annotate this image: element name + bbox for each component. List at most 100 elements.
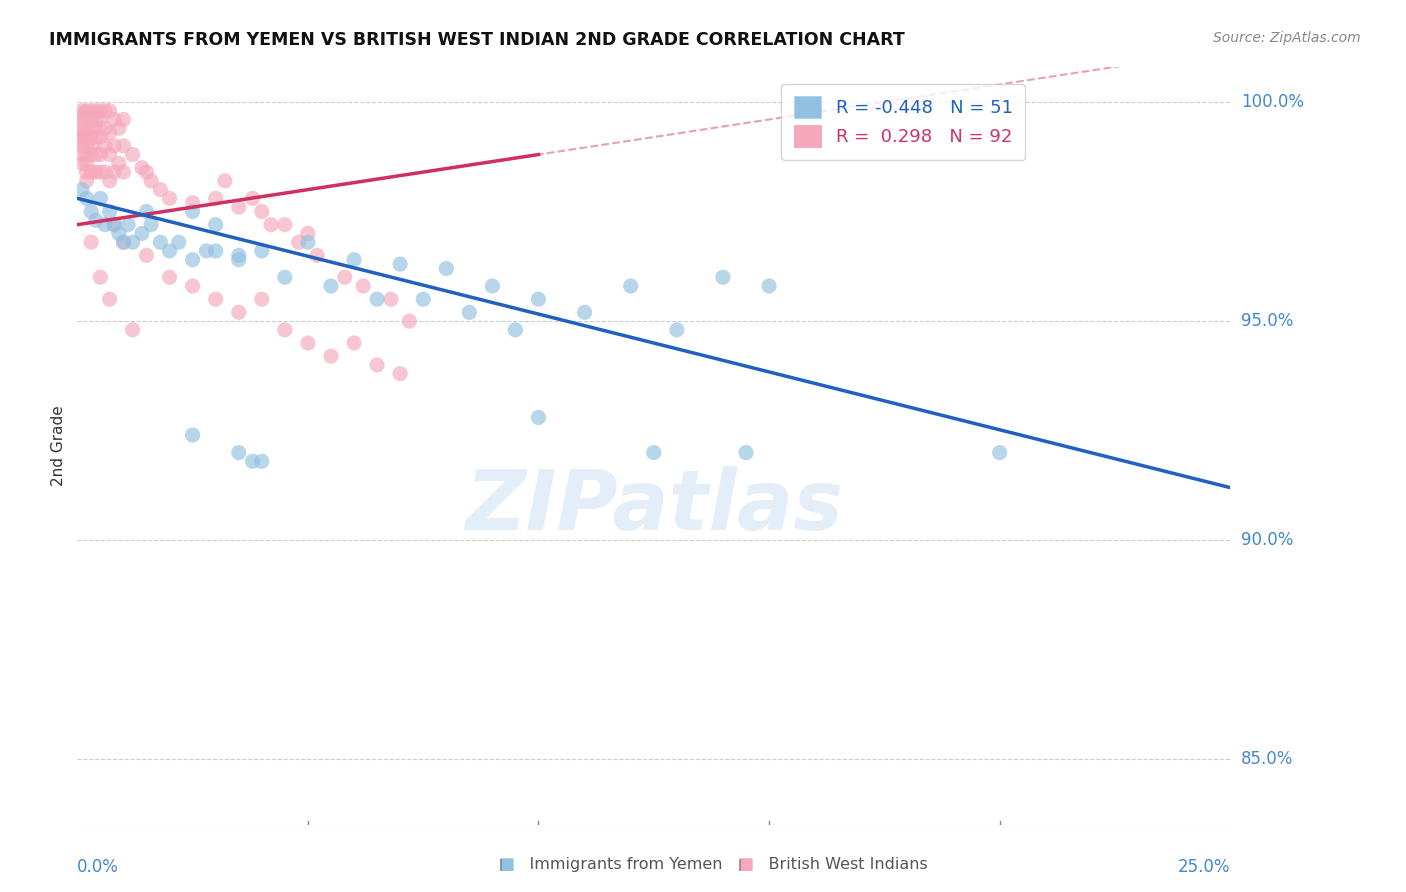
Point [135,165,157,179]
Point [481,279,503,293]
Point [195,244,218,258]
Point [527,292,550,306]
Point [242,191,264,205]
Point [159,191,181,205]
Point [103,218,125,232]
Point [84,165,107,179]
Point [250,244,273,258]
Point [274,270,297,285]
Point [319,349,342,363]
Point [250,204,273,219]
Text: ZIPatlas: ZIPatlas [465,467,842,547]
Point [94,103,117,118]
Point [434,261,457,276]
Point [988,445,1011,459]
Point [89,130,111,145]
Y-axis label: 2nd Grade: 2nd Grade [51,406,66,486]
Point [204,218,226,232]
Point [620,279,643,293]
Point [70,121,93,136]
Text: ■: ■ [499,857,515,872]
Point [112,138,135,153]
Point [149,183,172,197]
Point [70,135,93,149]
Point [76,165,98,179]
Point [84,103,107,118]
Point [343,252,366,267]
Point [80,138,103,153]
Point [665,323,688,337]
Text: 85.0%: 85.0% [1241,750,1294,768]
Point [98,103,121,118]
Text: 90.0%: 90.0% [1241,532,1294,549]
Point [527,410,550,425]
Point [103,165,125,179]
Point [735,445,758,459]
Point [352,279,374,293]
Point [135,204,157,219]
Point [228,248,250,262]
Point [139,218,162,232]
Point [112,165,135,179]
Text: ■   British West Indians: ■ British West Indians [738,857,928,872]
Point [80,121,103,136]
Point [76,191,98,205]
Point [70,103,93,118]
Point [98,147,121,161]
Point [94,218,117,232]
Point [412,292,434,306]
Point [250,292,273,306]
Point [80,112,103,127]
Point [80,235,103,250]
Point [181,428,204,442]
Point [181,195,204,210]
Point [76,130,98,145]
Point [70,156,93,170]
Point [98,204,121,219]
Point [80,147,103,161]
Point [505,323,527,337]
Point [80,103,103,118]
Point [131,227,153,241]
Point [135,248,157,262]
Point [103,112,125,127]
Point [112,112,135,127]
Point [76,138,98,153]
Point [80,204,103,219]
Point [366,358,388,372]
Point [89,147,111,161]
Point [108,227,131,241]
Point [70,183,93,197]
Point [76,112,98,127]
Point [319,279,342,293]
Point [181,279,204,293]
Point [84,130,107,145]
Point [80,165,103,179]
Point [108,121,131,136]
Text: 25.0%: 25.0% [1178,858,1230,877]
Point [70,138,93,153]
Point [204,292,226,306]
Point [250,454,273,468]
Point [758,279,780,293]
Point [112,235,135,250]
Point [76,156,98,170]
Point [366,292,388,306]
Point [84,213,107,227]
Point [94,165,117,179]
Point [98,174,121,188]
Point [84,112,107,127]
Point [574,305,596,319]
Point [297,227,319,241]
Point [76,174,98,188]
Text: 0.0%: 0.0% [77,858,120,877]
Point [121,235,143,250]
Text: Source: ZipAtlas.com: Source: ZipAtlas.com [1213,31,1361,45]
Point [149,235,172,250]
Text: ■: ■ [738,857,754,872]
Point [84,147,107,161]
Point [287,235,309,250]
Point [297,235,319,250]
Point [89,103,111,118]
Point [389,257,412,271]
